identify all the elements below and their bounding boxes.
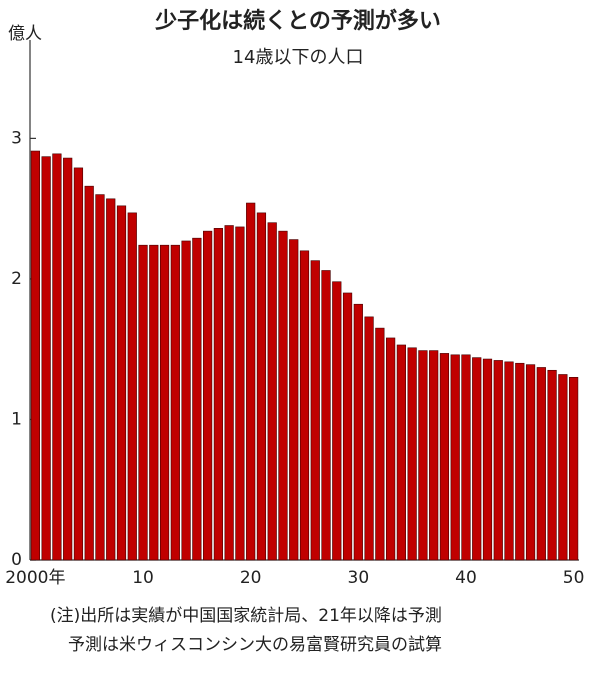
bar — [52, 153, 62, 561]
bar — [407, 347, 417, 561]
bar — [450, 354, 460, 561]
bar — [321, 270, 331, 561]
bar — [525, 364, 536, 561]
bar — [159, 244, 170, 561]
bar — [213, 228, 223, 561]
bar — [289, 239, 299, 561]
bar — [246, 202, 256, 561]
bar — [310, 260, 320, 561]
bar — [138, 244, 148, 561]
bar — [332, 281, 342, 561]
y-axis-label: 億人 — [8, 24, 42, 44]
y-tick-label: 0 — [11, 550, 22, 570]
chart-title: 少子化は続くとの予測が多い — [154, 8, 441, 34]
bar — [472, 357, 482, 561]
bar — [116, 205, 127, 561]
bar — [396, 344, 406, 561]
bar — [536, 367, 546, 561]
bar — [149, 244, 159, 561]
x-tick-label: 40 — [455, 568, 477, 588]
bar — [353, 303, 363, 561]
bar — [342, 292, 353, 561]
y-tick-label: 1 — [11, 409, 22, 429]
bar — [461, 354, 471, 561]
bar — [224, 225, 234, 561]
bar — [375, 327, 385, 561]
bar — [386, 337, 396, 561]
bar — [181, 240, 191, 561]
x-tick-label: 50 — [563, 568, 585, 588]
bar — [256, 212, 267, 561]
bar — [63, 157, 73, 561]
note: 予測は米ウィスコンシン大の易富賢研究員の試算 — [68, 635, 442, 655]
x-tick-label: 20 — [240, 568, 262, 588]
bar — [364, 316, 374, 561]
bar — [278, 230, 288, 561]
x-tick-label: 10 — [132, 568, 154, 588]
y-tick-label: 2 — [11, 269, 22, 289]
bar — [493, 360, 503, 561]
bar — [203, 230, 213, 561]
bar — [30, 150, 40, 561]
bar — [504, 361, 514, 561]
y-tick-label: 3 — [11, 128, 22, 148]
bar — [482, 358, 493, 561]
bar — [41, 156, 51, 561]
bar — [73, 167, 84, 561]
bar — [439, 353, 450, 561]
bar — [547, 369, 557, 561]
bar — [235, 226, 245, 561]
bar — [558, 374, 568, 561]
chart-subtitle: 14歳以下の人口 — [233, 47, 364, 68]
bar — [429, 350, 439, 561]
note: (注)出所は実績が中国国家統計局、21年以降は予測 — [50, 606, 442, 626]
bar — [84, 185, 94, 561]
x-tick-label: 2000年 — [5, 568, 65, 588]
bar — [569, 376, 579, 561]
bar — [418, 350, 428, 561]
bar — [95, 194, 105, 561]
bar — [515, 362, 525, 561]
bar — [267, 222, 277, 561]
bar — [170, 244, 180, 561]
bar — [127, 212, 137, 561]
x-tick-label: 30 — [348, 568, 370, 588]
bar — [106, 198, 116, 561]
bar — [192, 237, 202, 561]
bar — [299, 250, 310, 561]
